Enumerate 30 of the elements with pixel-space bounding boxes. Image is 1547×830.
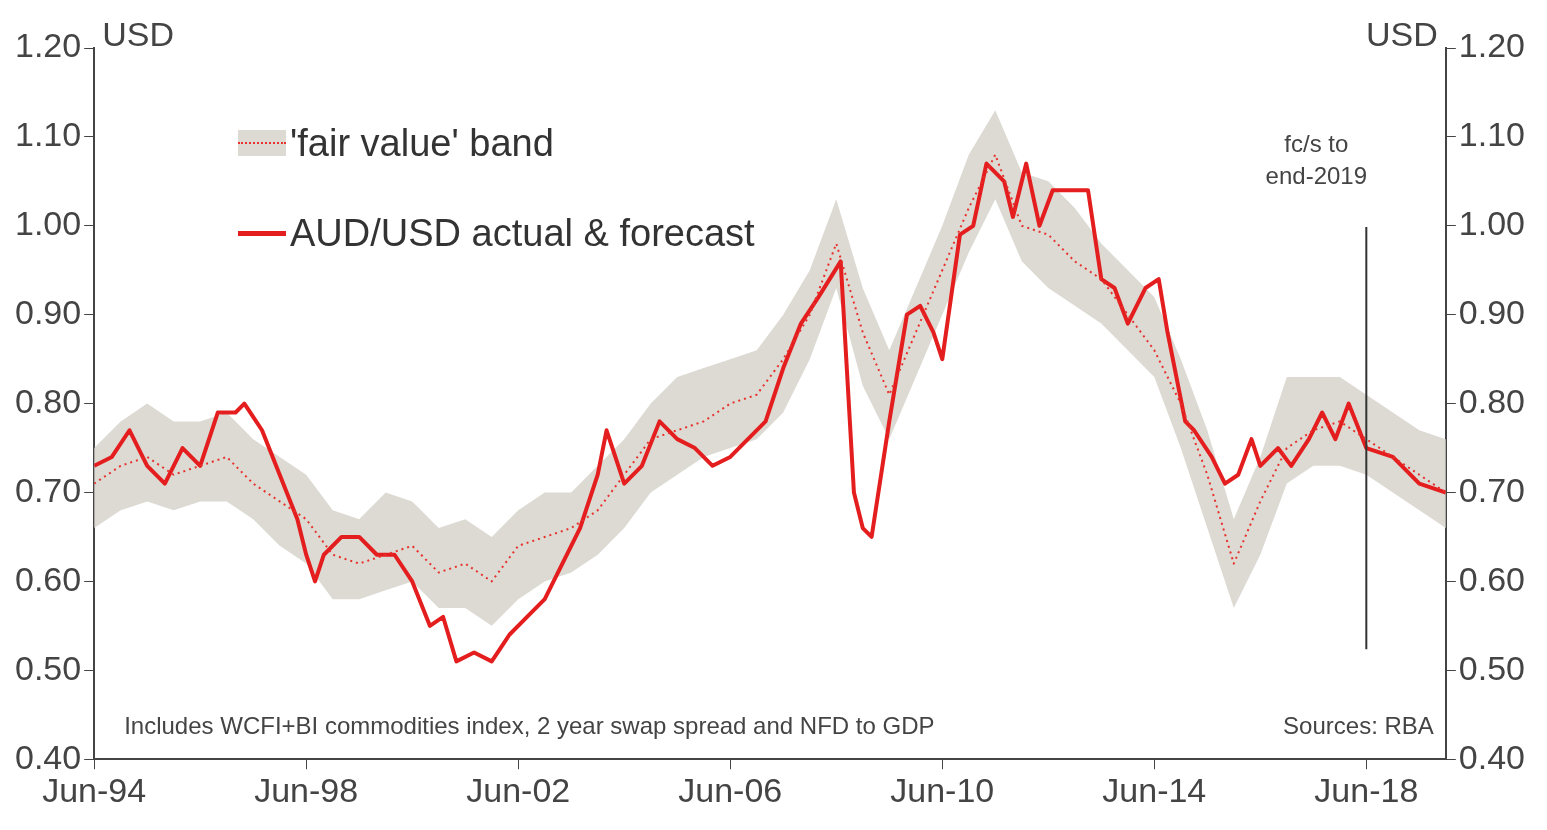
legend-label: AUD/USD actual & forecast [290, 211, 755, 255]
y-tick-label: 1.00 [14, 204, 82, 243]
annotation: Includes WCFI+BI commodities index, 2 year swap spread and NFD to GDP [124, 711, 935, 739]
legend-label: 'fair value' band [290, 121, 554, 165]
y-axis-title: USD [102, 15, 174, 54]
y2-tick-label: 0.60 [1458, 559, 1526, 598]
x-tick-label: Jun-14 [1102, 770, 1207, 809]
y-tick-label: 1.20 [14, 26, 82, 65]
y-tick-label: 0.90 [14, 293, 82, 332]
x-tick-label: Jun-02 [466, 770, 571, 809]
y-tick-label: 0.80 [14, 381, 82, 420]
y-tick-label: 0.60 [14, 559, 82, 598]
x-tick-label: Jun-98 [254, 770, 359, 809]
x-tick-label: Jun-10 [890, 770, 995, 809]
y2-tick-label: 0.80 [1458, 381, 1526, 420]
y-tick-label: 0.70 [14, 470, 82, 509]
y2-tick-label: 0.70 [1458, 470, 1526, 509]
x-tick-label: Jun-18 [1314, 770, 1419, 809]
y2-tick-label: 0.90 [1458, 293, 1526, 332]
y2-tick-label: 0.40 [1458, 737, 1526, 776]
y2-tick-label: 0.50 [1458, 648, 1526, 687]
y2-tick-label: 1.10 [1458, 115, 1526, 154]
ref-line-label: fc/s to end-2019 [1265, 129, 1368, 189]
y2-tick-label: 1.20 [1458, 26, 1526, 65]
y-tick-label: 1.10 [14, 115, 82, 154]
y-tick-label: 0.50 [14, 648, 82, 687]
y2-tick-label: 1.00 [1458, 204, 1526, 243]
annotation: Sources: RBA [1283, 711, 1434, 739]
y2-axis-title: USD [1366, 15, 1438, 54]
x-tick-label: Jun-06 [678, 770, 783, 809]
